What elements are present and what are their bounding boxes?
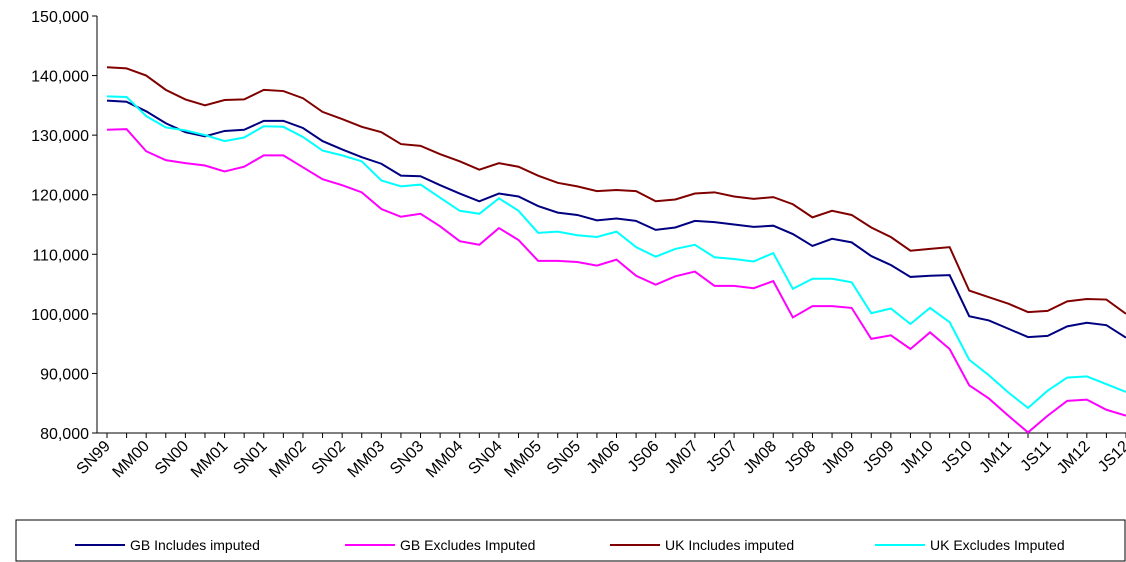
x-tick-label: JS10 [938,438,976,476]
x-tick-label: JS07 [703,438,741,476]
x-tick-label: MM02 [266,438,310,482]
x-tick-label: SN03 [387,438,427,478]
legend-label: GB Excludes Imputed [400,537,535,553]
x-tick-label: JS12 [1095,438,1126,476]
y-tick-label: 100,000 [31,307,89,324]
x-tick-label: JS11 [1017,438,1054,475]
x-tick-label: JM12 [1054,438,1094,478]
x-tick-label: MM00 [110,438,154,482]
legend-label: GB Includes imputed [130,537,260,553]
x-tick-label: MM04 [423,438,467,482]
x-tick-label: MM03 [345,438,389,482]
y-tick-label: 120,000 [31,188,89,205]
y-tick-label: 140,000 [31,69,89,86]
legend: GB Includes imputed GB Excludes Imputed UK… [75,537,1065,553]
x-tick-label: JM09 [819,438,859,478]
x-tick-label: JM08 [740,438,780,478]
x-tick-label: SN01 [230,438,270,478]
y-tick-label: 150,000 [31,9,89,26]
y-tick-label: 110,000 [32,247,89,264]
x-tick-label: JS06 [625,438,663,476]
x-tick-label: MM01 [188,438,232,482]
x-tick-label: MM05 [501,438,545,482]
x-tick-label: JM06 [584,438,624,478]
y-tick-label: 90,000 [40,366,89,383]
x-tick-label: SN04 [465,438,505,478]
x-tick-label: JM11 [976,438,1015,477]
x-tick-label: JS08 [781,438,819,476]
x-tick-label: JM07 [662,438,702,478]
x-tick-label: SN05 [544,438,584,478]
series-line [106,66,1126,315]
x-tick-label: JM10 [897,438,937,478]
series-line [106,128,1126,434]
y-tick-label: 80,000 [40,426,89,443]
series-line [106,95,1126,410]
y-tick-label: 130,000 [31,128,89,145]
legend-label: UK Includes imputed [665,537,794,553]
x-tick-label: SN02 [309,438,349,478]
x-tick-label: JS09 [860,438,898,476]
series-line [106,99,1126,339]
x-tick-label: SN99 [74,438,114,478]
legend-box [15,519,1126,562]
legend-label: UK Excludes Imputed [930,537,1065,553]
x-tick-label: SN00 [152,438,192,478]
